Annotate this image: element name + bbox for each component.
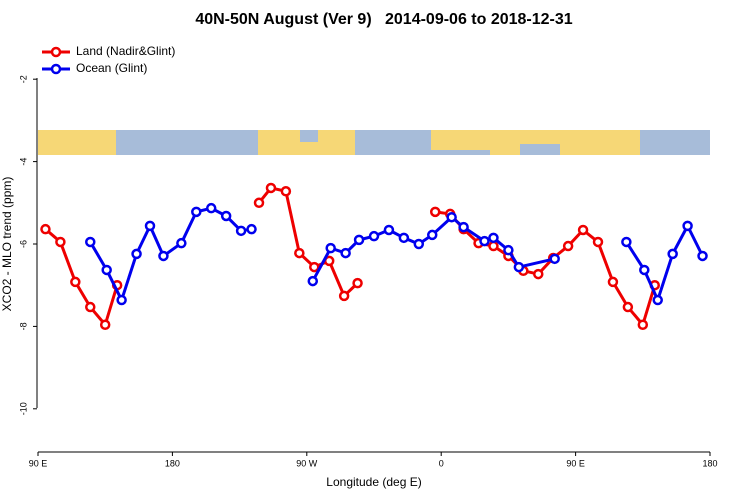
data-point <box>158 250 169 262</box>
data-point <box>131 248 142 260</box>
data-point <box>621 236 632 248</box>
data-point <box>682 220 693 232</box>
legend-label: Land (Nadir&Glint) <box>76 44 175 58</box>
data-point <box>637 319 649 331</box>
chart-title: 40N-50N August (Ver 9) 2014-09-06 to 201… <box>195 11 572 28</box>
data-point <box>191 206 202 218</box>
data-point <box>413 238 425 250</box>
data-point <box>446 211 457 223</box>
y-tick-label: -8 <box>18 322 28 330</box>
data-point <box>176 237 187 249</box>
data-point <box>513 261 525 273</box>
data-point <box>488 240 499 252</box>
y-axis-label: XCO2 - MLO trend (ppm) <box>0 177 14 312</box>
data-point <box>309 261 320 273</box>
y-tick-label: -2 <box>18 75 28 83</box>
data-point <box>398 232 410 244</box>
data-point <box>426 229 438 241</box>
data-point <box>307 275 319 287</box>
data-point <box>116 294 127 306</box>
x-tick-label: 180 <box>702 458 717 468</box>
data-point <box>325 242 336 254</box>
data-point <box>352 277 363 289</box>
legend-marker <box>50 63 62 75</box>
data-point <box>549 253 560 265</box>
x-tick-label: 0 <box>439 458 444 468</box>
data-point <box>40 223 51 235</box>
data-point <box>577 224 589 236</box>
map-band <box>38 130 710 155</box>
data-point <box>294 247 305 259</box>
data-point <box>429 206 441 218</box>
data-point <box>667 248 678 260</box>
x-tick-label: 90 E <box>566 458 585 468</box>
data-point <box>488 232 499 244</box>
data-point <box>85 301 96 313</box>
data-point <box>697 250 708 262</box>
data-point <box>220 210 232 222</box>
data-point <box>280 186 292 197</box>
data-point <box>340 247 351 259</box>
data-point <box>205 202 217 214</box>
data-point <box>338 290 350 302</box>
data-point <box>592 236 604 248</box>
data-point <box>99 319 111 331</box>
data-point <box>55 236 66 248</box>
x-tick-label: 180 <box>165 458 180 468</box>
data-point <box>639 264 650 276</box>
x-tick-label: 90 E <box>29 458 48 468</box>
data-point <box>562 240 574 252</box>
data-point <box>622 301 634 313</box>
data-point <box>235 225 247 237</box>
data-point <box>144 220 156 232</box>
data-point <box>265 182 277 194</box>
data-point <box>85 236 96 248</box>
data-point <box>101 264 112 276</box>
data-point <box>253 197 265 209</box>
x-tick-label: 90 W <box>296 458 318 468</box>
x-axis-label: Longitude (deg E) <box>326 475 421 489</box>
data-point <box>70 276 81 288</box>
legend-marker <box>50 46 62 58</box>
y-tick-label: -4 <box>18 158 28 166</box>
data-point <box>458 221 469 233</box>
legend-label: Ocean (Glint) <box>76 61 147 75</box>
data-point <box>383 224 395 236</box>
data-point <box>246 223 257 235</box>
data-point <box>607 276 619 288</box>
data-point <box>503 244 514 256</box>
data-point <box>533 268 544 280</box>
data-point <box>652 294 663 306</box>
data-point <box>479 235 490 247</box>
y-tick-label: -6 <box>18 240 28 248</box>
data-point <box>353 234 365 246</box>
y-tick-label: -10 <box>18 402 28 415</box>
data-point <box>368 230 380 242</box>
